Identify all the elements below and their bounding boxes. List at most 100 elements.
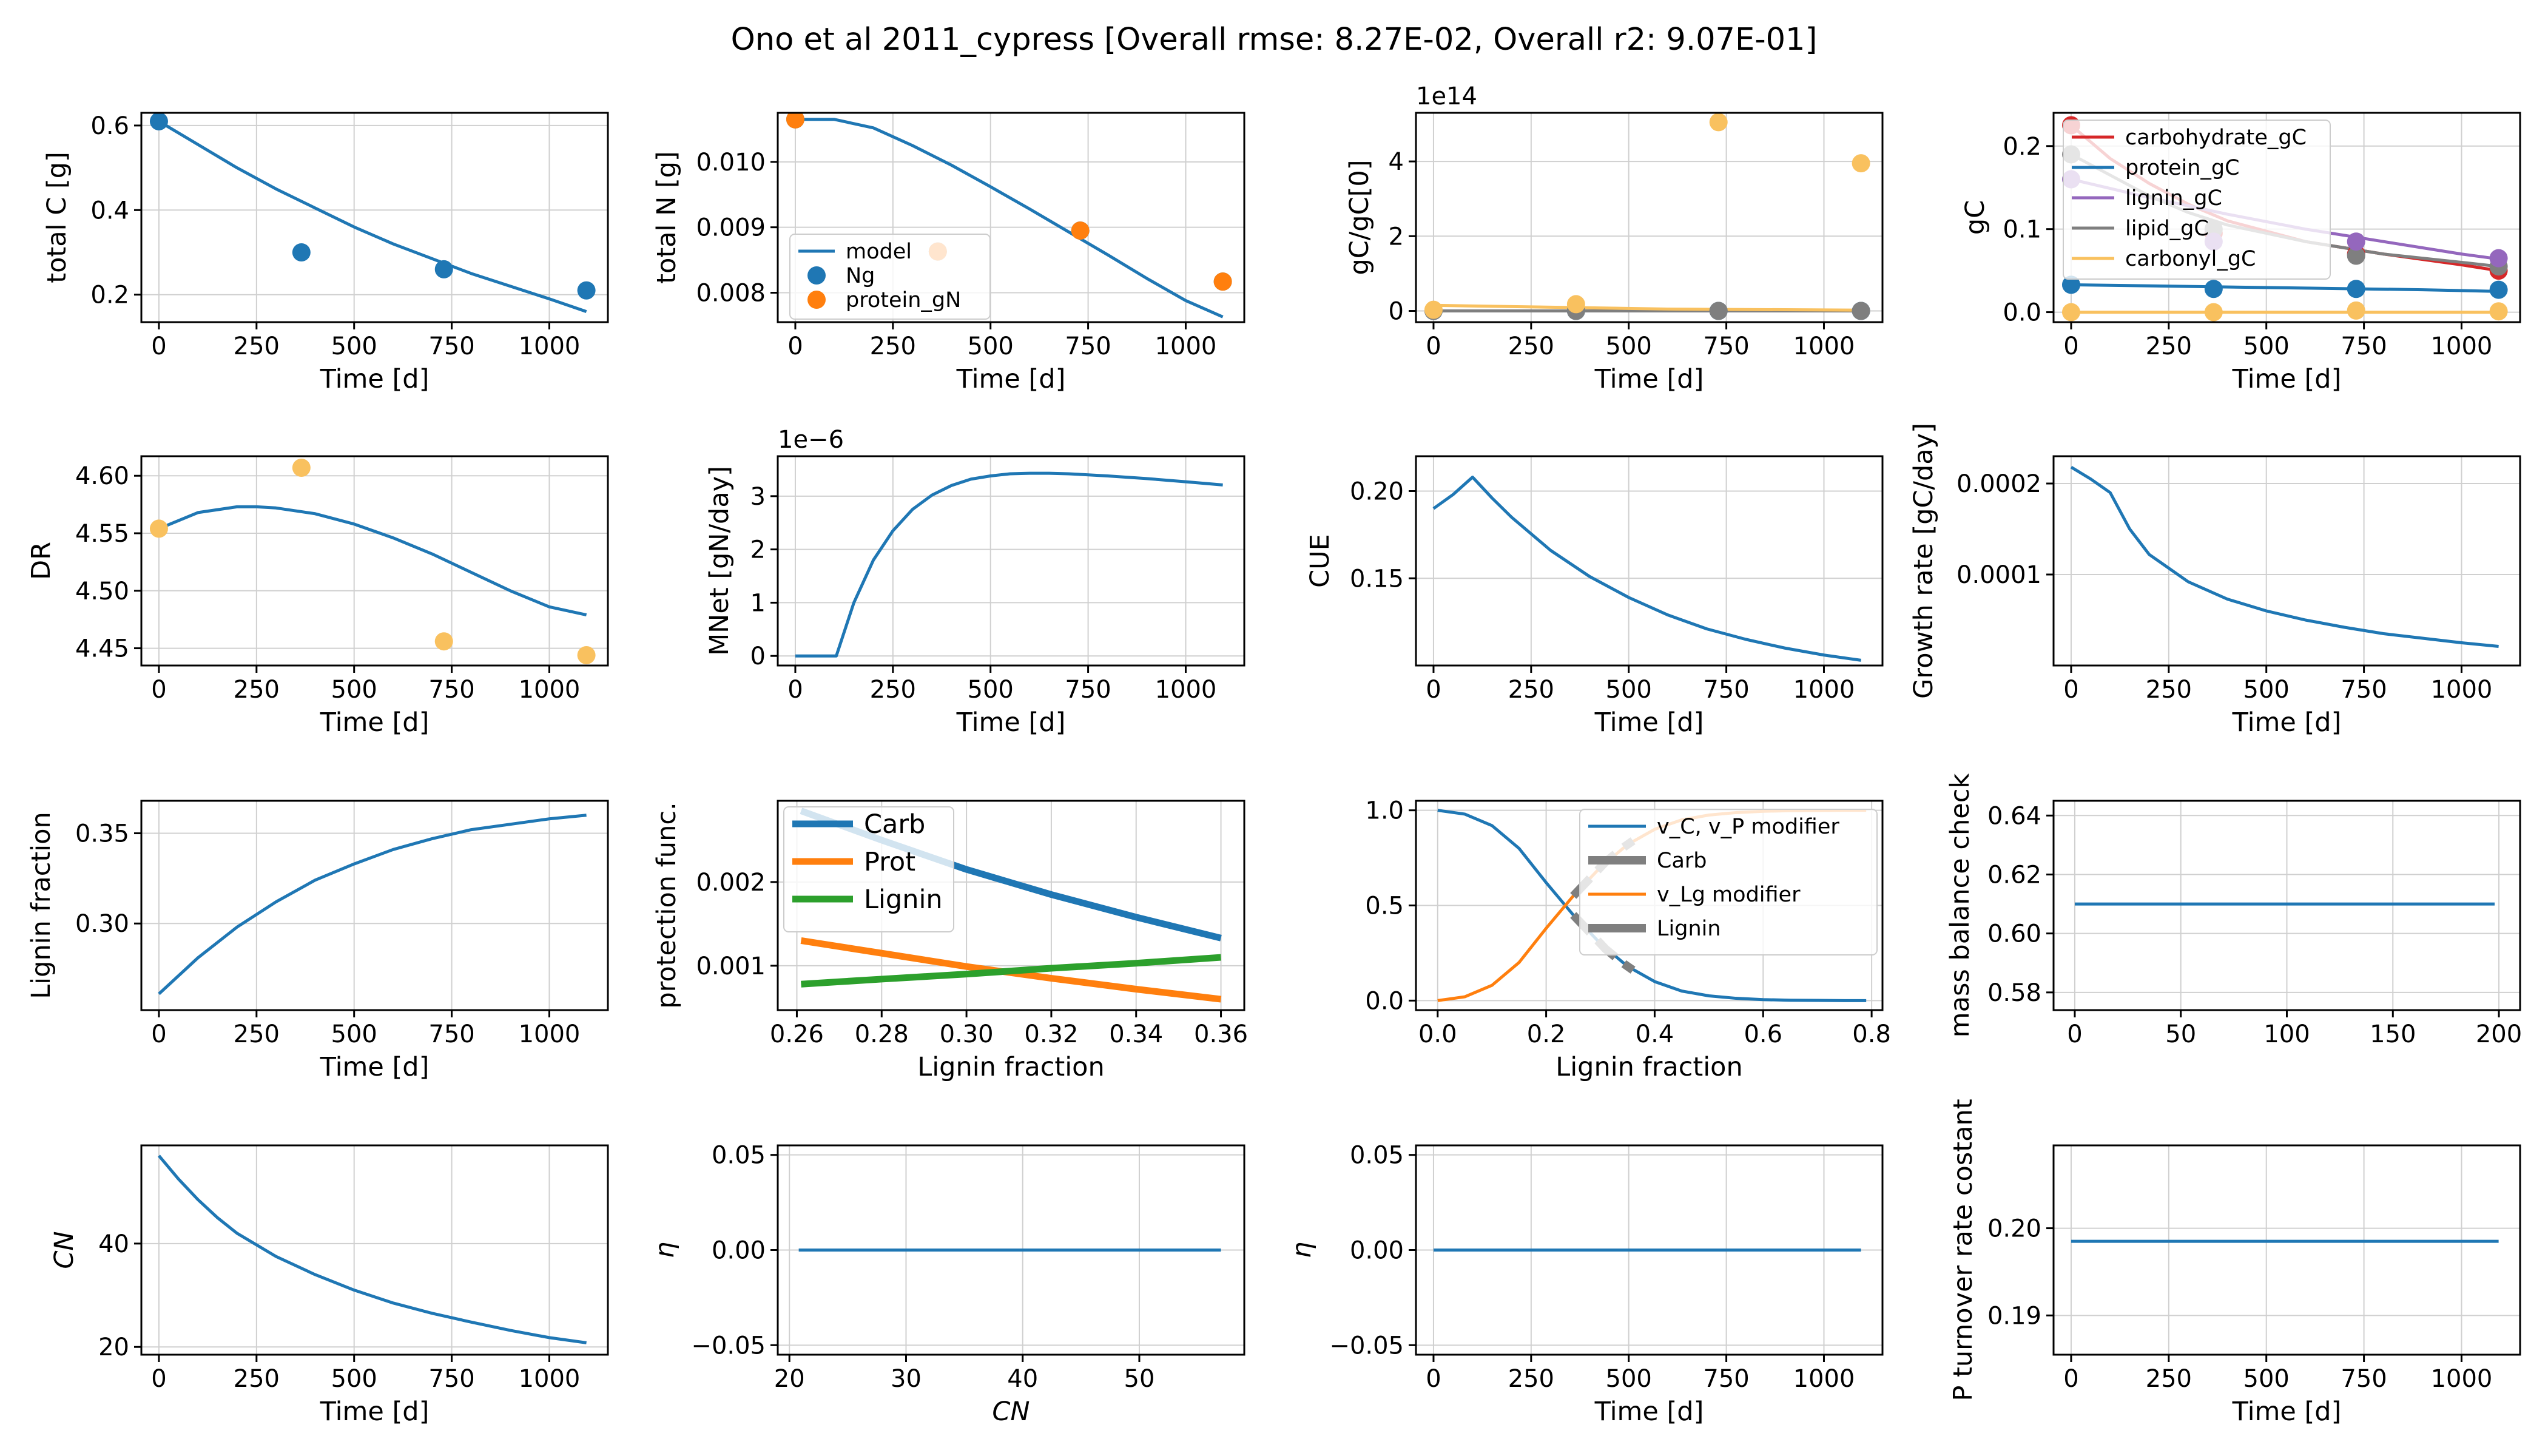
y-axis-label: CUE	[1305, 534, 1335, 588]
y-axis-label: gC	[1960, 200, 1990, 235]
plot-area	[158, 1154, 587, 1344]
subplot-p34: 0 50 100 150 200 0.58 0.60 0.62 0.64 mass balance…	[1945, 774, 2522, 1048]
data-point	[2489, 280, 2508, 299]
data-point	[2061, 275, 2080, 294]
x-tick-label: 500	[331, 1365, 377, 1393]
y-axis-label: protection func.	[652, 802, 682, 1008]
x-tick-label: 500	[968, 676, 1014, 704]
x-tick-label: 0.34	[1109, 1020, 1163, 1048]
x-tick-label: 0.2	[1527, 1020, 1566, 1048]
x-tick-label: 1000	[519, 332, 581, 360]
y-tick-label: 0.5	[1365, 892, 1404, 920]
data-point	[1709, 113, 1728, 132]
data-point	[2489, 302, 2508, 321]
y-axis-label: mass balance check	[1945, 774, 1975, 1038]
y-axis-label: total C [g]	[42, 152, 72, 283]
series-line	[158, 120, 587, 313]
x-tick-label: 1000	[1793, 1365, 1855, 1393]
x-axis-label: Time [d]	[1594, 1397, 1704, 1427]
x-tick-label: 1000	[2431, 676, 2493, 704]
data-point	[577, 645, 596, 664]
series-line	[2070, 465, 2499, 648]
y-tick-label: 0.2	[90, 281, 129, 309]
x-tick-label: 0.0	[1418, 1020, 1457, 1048]
subplot-p21: 0 250 500 750 1000 4.45 4.50 4.55 4.60 Time [d] DR	[26, 455, 609, 738]
x-axis-label: Time [d]	[320, 1052, 430, 1082]
x-tick-label: 1000	[1155, 332, 1217, 360]
x-tick-label: 0	[2063, 1365, 2078, 1393]
subplot-p12: 0 250 500 750 1000 0.008 0.009 0.010 Time [d] tot…	[652, 112, 1245, 394]
data-point	[2347, 246, 2365, 265]
x-tick-label: 50	[2165, 1020, 2196, 1048]
y-tick-label: 4.45	[75, 635, 129, 663]
axes-frame	[1415, 455, 1884, 667]
x-tick-label: 500	[1606, 1365, 1652, 1393]
subplot-p41: 0 250 500 750 1000 20 40 Time [d] CN	[49, 1144, 609, 1427]
x-tick-label: 250	[2146, 332, 2192, 360]
y-tick-label: 0.15	[1350, 565, 1404, 593]
x-tick-label: 750	[2341, 332, 2387, 360]
data-point	[149, 519, 168, 538]
y-axis-label: P turnover rate costant	[1948, 1099, 1978, 1401]
series-line	[1432, 476, 1861, 662]
legend-label: Prot	[864, 847, 915, 877]
legend-box	[2063, 120, 2331, 280]
x-axis-label: Time [d]	[1594, 364, 1704, 394]
y-tick-label: 4.55	[75, 520, 129, 548]
x-axis-label: Lignin fraction	[917, 1052, 1105, 1082]
x-tick-label: 250	[1508, 332, 1554, 360]
data-point	[2347, 301, 2365, 320]
x-tick-label: 250	[1508, 1365, 1554, 1393]
x-axis-label: Time [d]	[320, 364, 430, 394]
axes-frame	[1415, 112, 1884, 323]
x-tick-label: 500	[331, 1020, 377, 1048]
y-axis-label: CN	[49, 1231, 79, 1269]
y-tick-label: 0.20	[1987, 1215, 2041, 1243]
x-tick-label: 250	[2146, 676, 2192, 704]
subplot-p13: 0 250 500 750 1000 0 2 4 Time [d] gC/gC[0] 1e14	[1344, 83, 1884, 394]
x-tick-label: 200	[2476, 1020, 2522, 1048]
x-axis-label: Time [d]	[2232, 364, 2342, 394]
x-tick-label: 1000	[519, 1020, 581, 1048]
subplot-p24: 0 250 500 750 1000 0.0001 0.0002 Time [d] Growth…	[1909, 423, 2521, 738]
x-tick-label: 250	[234, 332, 280, 360]
x-tick-label: 500	[331, 676, 377, 704]
y-tick-label: 0.6	[90, 112, 129, 140]
axes-frame	[777, 112, 1245, 323]
legend-box	[789, 234, 991, 320]
y-tick-label: 0.010	[696, 149, 766, 177]
axes-frame	[2052, 112, 2521, 323]
series-line-model	[795, 118, 1224, 318]
y-axis-label: η	[1287, 1242, 1317, 1258]
legend-label: v_Lg modifier	[1657, 883, 1801, 907]
x-tick-label: 750	[428, 1365, 474, 1393]
series-line-v-c-v-p-modifier	[1437, 809, 1867, 1002]
x-tick-label: 0	[1426, 676, 1441, 704]
y-tick-label: 2	[1389, 223, 1404, 251]
series-line	[1433, 303, 1861, 312]
x-tick-label: 1000	[1155, 676, 1217, 704]
y-axis-label: Lignin fraction	[26, 812, 56, 999]
x-tick-label: 0.26	[770, 1020, 824, 1048]
x-tick-label: 0.8	[1852, 1020, 1891, 1048]
x-tick-label: 0.36	[1194, 1020, 1248, 1048]
series-line	[158, 505, 587, 617]
data-point	[149, 113, 168, 130]
y-tick-label: 0.008	[696, 279, 766, 307]
subplot-p23: 0 250 500 750 1000 0.15 0.20 Time [d] CUE	[1305, 455, 1884, 738]
x-tick-label: 750	[1703, 676, 1749, 704]
x-tick-label: 0	[2067, 1020, 2082, 1048]
x-tick-label: 0	[151, 332, 166, 360]
y-axis-label: MNet [gN/day]	[704, 466, 735, 656]
x-tick-label: 0	[1426, 332, 1441, 360]
y-tick-label: 40	[98, 1230, 129, 1258]
y-tick-label: 0.60	[1987, 920, 2041, 948]
data-point	[292, 243, 311, 261]
series-line	[795, 471, 1223, 658]
y-tick-label: 0.05	[1350, 1142, 1404, 1170]
legend-label: Lignin	[864, 885, 943, 915]
x-tick-label: 500	[1606, 676, 1652, 704]
legend-label: carbonyl_gC	[2125, 247, 2256, 271]
